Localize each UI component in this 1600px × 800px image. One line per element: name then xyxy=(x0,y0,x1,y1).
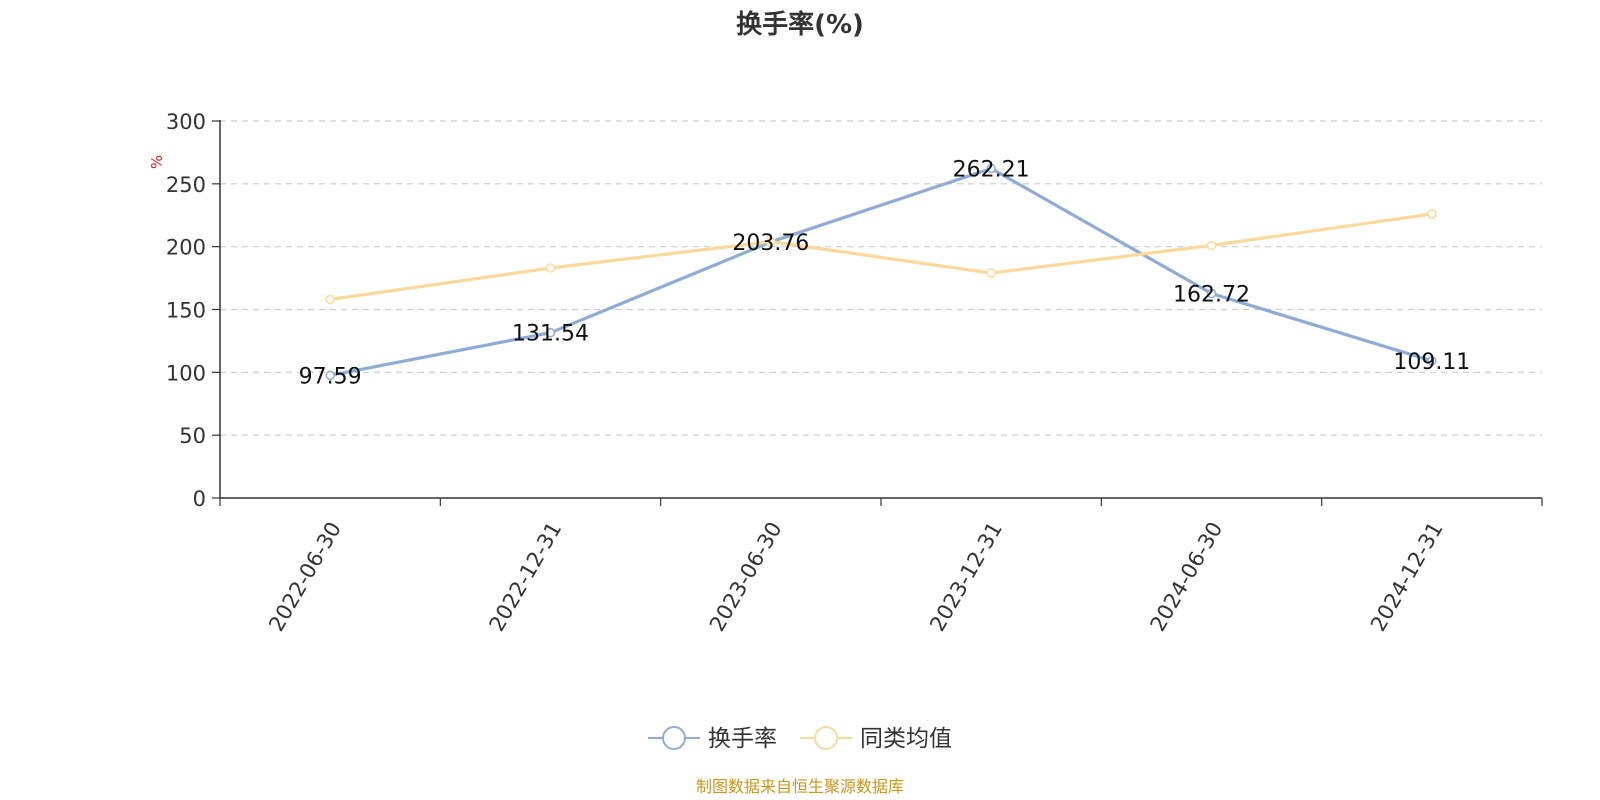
line-chart: 0 50 100 150 200 250 300% 2022-06-30 2022-12-31 2… xyxy=(148,110,1543,752)
data-point xyxy=(986,163,996,174)
y-tick-label: 100 xyxy=(166,361,206,385)
x-tick-label: 2024-12-31 xyxy=(1366,518,1448,636)
y-tick-label: 0 xyxy=(193,487,206,511)
chart-title: 换手率(%) xyxy=(736,10,864,40)
data-point xyxy=(1206,288,1217,299)
legend: 换手率 同类均值 xyxy=(648,726,952,752)
data-label: 97.59 xyxy=(299,364,362,389)
data-label: 131.54 xyxy=(512,322,589,347)
x-tick-label: 2023-12-31 xyxy=(925,518,1007,636)
x-tick-label: 2024-06-30 xyxy=(1146,518,1228,636)
y-tick-label: 250 xyxy=(166,173,206,197)
data-label: 203.76 xyxy=(732,231,809,256)
data-point xyxy=(545,263,556,273)
legend-label: 换手率 xyxy=(708,726,777,752)
x-tick-label: 2023-06-30 xyxy=(705,518,787,636)
x-tick-label: 2022-06-30 xyxy=(264,518,346,636)
y-tick-label: 50 xyxy=(179,424,206,448)
data-point xyxy=(766,236,776,247)
data-label: 262.21 xyxy=(953,157,1030,182)
data-point xyxy=(545,327,556,338)
data-point xyxy=(986,268,996,278)
legend-label: 同类均值 xyxy=(860,726,952,752)
y-tick-label: 300 xyxy=(166,110,206,134)
data-point xyxy=(325,294,335,305)
data-source-note: 制图数据来自恒生聚源数据库 xyxy=(695,777,904,796)
data-point xyxy=(325,370,335,381)
series-line-0 xyxy=(329,166,1433,377)
series-group xyxy=(325,163,1437,381)
data-point xyxy=(1427,209,1437,219)
y-tick-label: 150 xyxy=(166,299,206,323)
data-point xyxy=(1427,356,1437,366)
data-point xyxy=(1206,240,1217,251)
series-line-1 xyxy=(329,212,1433,302)
data-label: 162.72 xyxy=(1173,283,1250,308)
y-axis-label: % xyxy=(148,155,166,169)
legend-marker xyxy=(662,726,686,750)
x-tick-label: 2022-12-31 xyxy=(485,518,567,636)
data-labels: 97.59 131.54 203.76 262.21 162.72 109.11 xyxy=(299,157,1471,389)
y-tick-label: 200 xyxy=(166,236,206,260)
data-label: 109.11 xyxy=(1393,350,1470,375)
grid-lines xyxy=(220,120,1542,436)
legend-marker xyxy=(814,726,838,750)
